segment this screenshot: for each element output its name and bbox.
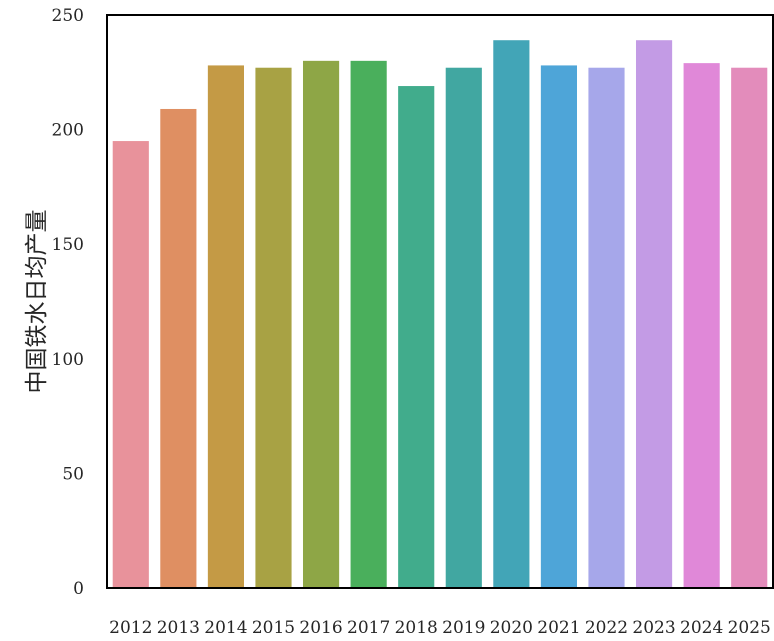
- x-tick-label-2016: 2016: [299, 618, 342, 637]
- bar-2024: [683, 63, 720, 588]
- x-tick-label-2014: 2014: [204, 618, 247, 637]
- x-tick-label-2013: 2013: [157, 618, 200, 637]
- x-tick-label-2017: 2017: [347, 618, 390, 637]
- bar-2014: [207, 65, 244, 589]
- bar-2021: [540, 65, 577, 589]
- bar-2025: [731, 67, 768, 589]
- x-tick-label-2018: 2018: [395, 618, 438, 637]
- y-tick-label-100: 100: [52, 350, 84, 370]
- x-tick-label-2023: 2023: [632, 618, 675, 637]
- x-tick-label-2012: 2012: [109, 618, 152, 637]
- bar-2023: [635, 40, 673, 588]
- bar-2019: [445, 67, 482, 589]
- bar-2016: [302, 60, 340, 588]
- y-tick-label-50: 50: [62, 464, 84, 484]
- y-tick-label-0: 0: [73, 579, 84, 599]
- bar-2018: [398, 86, 435, 589]
- x-axis-ticks: 2012 2013 2014 2015 2016 2017 2018 2019 2020 2021…: [109, 618, 771, 638]
- y-axis-label: 中国铁水日均产量: [24, 210, 50, 394]
- y-axis-ticks: 0 50 100 150 200 250: [52, 6, 84, 599]
- bar-2020: [493, 40, 530, 588]
- x-tick-label-2024: 2024: [680, 618, 723, 637]
- x-tick-label-2015: 2015: [252, 618, 295, 637]
- y-tick-label-150: 150: [52, 235, 84, 255]
- x-tick-label-2021: 2021: [537, 618, 580, 637]
- bar-2017: [350, 60, 387, 588]
- y-tick-label-250: 250: [52, 6, 84, 26]
- bar-2015: [255, 67, 292, 589]
- x-tick-label-2019: 2019: [442, 618, 485, 637]
- x-tick-label-2022: 2022: [585, 618, 628, 637]
- y-tick-label-200: 200: [52, 121, 84, 141]
- bar-2022: [588, 67, 625, 589]
- x-tick-label-2020: 2020: [490, 618, 533, 637]
- plot-frame: [106, 14, 774, 589]
- bars-group: [112, 40, 768, 589]
- bar-2012: [112, 141, 149, 588]
- x-tick-label-2025: 2025: [728, 618, 771, 637]
- bar-2013: [160, 108, 197, 588]
